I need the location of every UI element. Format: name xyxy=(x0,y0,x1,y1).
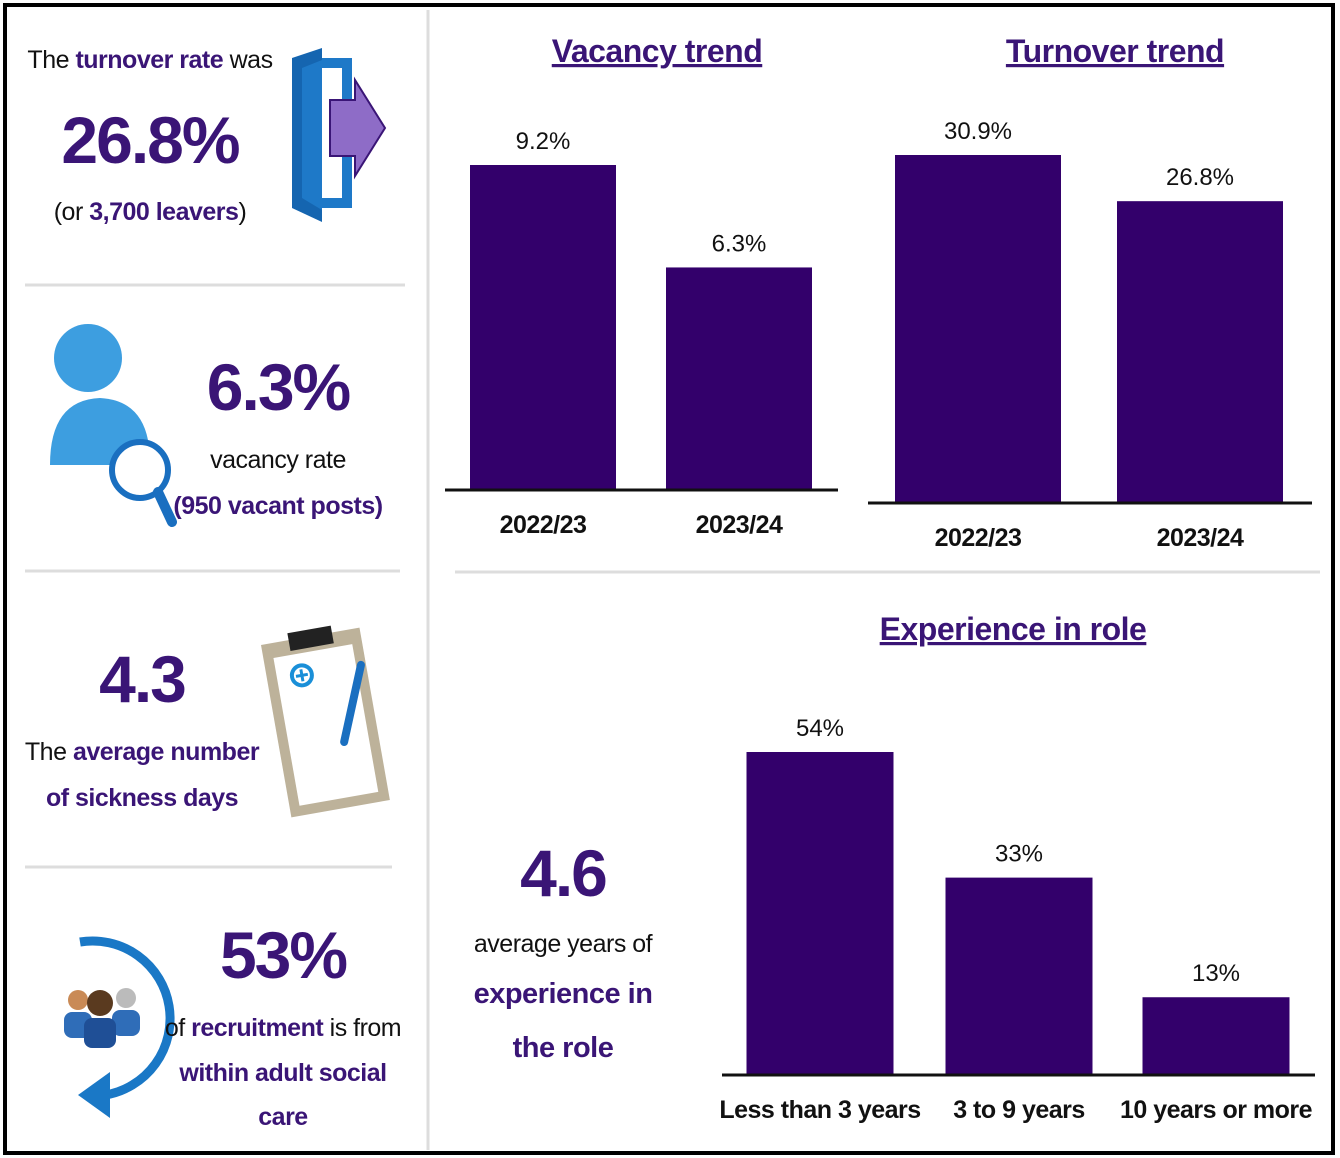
x-tick-label: 2022/23 xyxy=(935,524,1022,552)
frame xyxy=(3,3,1335,1155)
text-segment: the role xyxy=(513,1032,614,1064)
text-segment: care xyxy=(258,1103,308,1131)
sickness-panel: 4.3 The average number of sickness days xyxy=(25,642,260,812)
panel-line: The turnover rate was xyxy=(27,46,272,74)
bar xyxy=(1117,201,1283,504)
chart-title: Turnover trend xyxy=(1006,33,1224,69)
text-segment: was xyxy=(223,46,272,74)
value-label: 33% xyxy=(995,841,1043,868)
bar xyxy=(470,165,616,490)
value-label: 9.2% xyxy=(516,128,571,155)
panel-line: average years of xyxy=(474,930,653,958)
clipboard-icon xyxy=(260,625,390,818)
bar xyxy=(945,877,1093,1075)
text-segment: 3,700 leavers xyxy=(89,198,238,226)
panel-line: of recruitment is from xyxy=(165,1014,401,1042)
vacancy-panel: 6.3% vacancy rate (950 vacant posts) xyxy=(173,350,383,520)
stat-value: 26.8% xyxy=(61,103,238,177)
bar xyxy=(1142,997,1290,1075)
text-segment: ) xyxy=(238,198,246,226)
text-segment: is from xyxy=(323,1014,401,1042)
value-label: 6.3% xyxy=(712,230,767,257)
text-segment: recruitment xyxy=(191,1014,324,1042)
panel-line: experience in xyxy=(474,978,653,1010)
recruitment-panel: 53% of recruitment is from within adult … xyxy=(165,918,402,1131)
stat-value: 53% xyxy=(220,918,346,992)
bar xyxy=(895,155,1061,503)
panel-line: The average number xyxy=(25,738,260,766)
panel-line: within adult social xyxy=(178,1059,386,1087)
panel-line: care xyxy=(258,1103,308,1131)
text-segment: vacancy rate xyxy=(210,446,346,474)
panel-line: the role xyxy=(513,1032,614,1064)
person-search-icon xyxy=(50,324,177,527)
text-segment: The xyxy=(25,738,73,766)
x-tick-label: 2023/24 xyxy=(1157,524,1244,552)
text-segment: of sickness days xyxy=(46,784,238,812)
panel-line: vacancy rate xyxy=(210,446,346,474)
text-segment: average years of xyxy=(474,930,653,958)
panel-line: (or 3,700 leavers) xyxy=(54,198,247,226)
value-label: 26.8% xyxy=(1166,164,1234,191)
x-tick-label: Less than 3 years xyxy=(719,1096,920,1124)
bar xyxy=(666,267,812,490)
door-icon xyxy=(292,48,387,222)
experience-panel: 4.6 average years of experience in the r… xyxy=(474,836,654,1064)
text-segment: experience in xyxy=(474,978,653,1010)
value-label: 54% xyxy=(796,715,844,742)
text-segment: (or xyxy=(54,198,90,226)
text-segment: within adult social xyxy=(178,1059,386,1087)
value-label: 13% xyxy=(1192,960,1240,987)
stat-value: 4.3 xyxy=(99,642,185,716)
x-tick-label: 3 to 9 years xyxy=(953,1096,1085,1124)
chart-title: Vacancy trend xyxy=(552,33,763,69)
panel-line: (950 vacant posts) xyxy=(173,492,382,520)
x-tick-label: 2022/23 xyxy=(500,511,587,539)
panel-line: of sickness days xyxy=(46,784,238,812)
turnover-panel: The turnover rate was 26.8% (or 3,700 le… xyxy=(27,46,273,226)
bar xyxy=(746,752,894,1075)
text-segment: turnover rate xyxy=(75,46,223,74)
x-tick-label: 2023/24 xyxy=(696,511,783,539)
text-segment: of xyxy=(165,1014,191,1042)
text-segment: average number xyxy=(73,738,260,766)
chart-title: Experience in role xyxy=(880,611,1147,647)
text-segment: (950 vacant posts) xyxy=(173,492,382,520)
stat-value: 6.3% xyxy=(207,350,350,424)
recruitment-icon xyxy=(64,936,175,1118)
text-segment: The xyxy=(27,46,75,74)
x-tick-label: 10 years or more xyxy=(1120,1096,1313,1124)
stat-value: 4.6 xyxy=(520,836,606,910)
value-label: 30.9% xyxy=(944,118,1012,145)
